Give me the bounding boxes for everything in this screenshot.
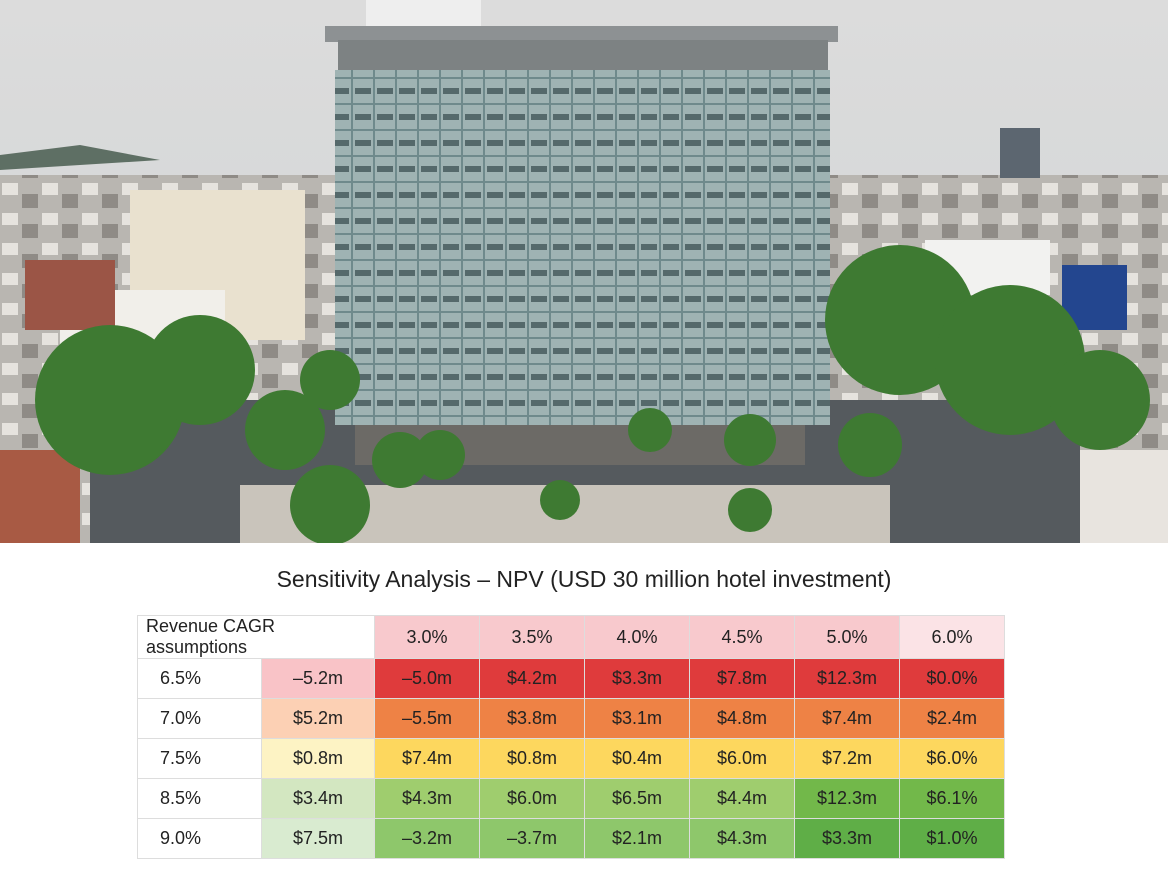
value-cell: $0.8m bbox=[261, 738, 375, 779]
data-row: 7.0% $5.2m –5.5m $3.8m $3.1m $4.8m $7.4m $2.4m bbox=[137, 698, 1005, 739]
value-cell: $7.2m bbox=[794, 738, 900, 779]
row-label: 6.5% bbox=[137, 658, 262, 699]
value-cell: $1.0% bbox=[899, 818, 1005, 859]
value-cell: $3.3m bbox=[584, 658, 690, 699]
value-cell: $3.8m bbox=[479, 698, 585, 739]
value-cell: $0.4m bbox=[584, 738, 690, 779]
data-row: 8.5% $3.4m $4.3m $6.0m $6.5m $4.4m $12.3m $6.1% bbox=[137, 778, 1005, 819]
header-label: Revenue CAGR assumptions bbox=[137, 615, 375, 659]
value-cell: $7.5m bbox=[261, 818, 375, 859]
value-cell: $3.3m bbox=[794, 818, 900, 859]
column-header: 4.0% bbox=[584, 615, 690, 659]
value-cell: $4.8m bbox=[689, 698, 795, 739]
table-title: Sensitivity Analysis – NPV (USD 30 milli… bbox=[276, 566, 892, 592]
value-cell: $6.1% bbox=[899, 778, 1005, 819]
value-cell: $2.4m bbox=[899, 698, 1005, 739]
value-cell: $7.8m bbox=[689, 658, 795, 699]
row-label: 7.5% bbox=[137, 738, 262, 779]
value-cell: –3.7m bbox=[479, 818, 585, 859]
value-cell: –5.2m bbox=[261, 658, 375, 699]
column-header: 4.5% bbox=[689, 615, 795, 659]
row-label: 7.0% bbox=[137, 698, 262, 739]
value-cell: $3.1m bbox=[584, 698, 690, 739]
value-cell: $0.0% bbox=[899, 658, 1005, 699]
hotel-photo bbox=[0, 0, 1168, 543]
value-cell: $4.4m bbox=[689, 778, 795, 819]
data-row: 7.5% $0.8m $7.4m $0.8m $0.4m $6.0m $7.2m $6.0% bbox=[137, 738, 1005, 779]
value-cell: –3.2m bbox=[374, 818, 480, 859]
value-cell: $6.0% bbox=[899, 738, 1005, 779]
value-cell: $4.3m bbox=[689, 818, 795, 859]
value-cell: $12.3m bbox=[794, 778, 900, 819]
row-label: 9.0% bbox=[137, 818, 262, 859]
sensitivity-table: Revenue CAGR assumptions 3.0% 3.5% 4.0% 4.5%… bbox=[137, 615, 1005, 859]
value-cell: $6.5m bbox=[584, 778, 690, 819]
value-cell: $4.3m bbox=[374, 778, 480, 819]
value-cell: $4.2m bbox=[479, 658, 585, 699]
value-cell: $7.4m bbox=[374, 738, 480, 779]
data-row: 6.5% –5.2m –5.0m $4.2m $3.3m $7.8m $12.3m $0.0% bbox=[137, 658, 1005, 699]
value-cell: $5.2m bbox=[261, 698, 375, 739]
data-row: 9.0% $7.5m –3.2m –3.7m $2.1m $4.3m $3.3m $1.0% bbox=[137, 818, 1005, 859]
value-cell: $6.0m bbox=[479, 778, 585, 819]
value-cell: $6.0m bbox=[689, 738, 795, 779]
column-header: 3.5% bbox=[479, 615, 585, 659]
header-row: Revenue CAGR assumptions 3.0% 3.5% 4.0% 4.5%… bbox=[137, 615, 1005, 659]
column-header: 6.0% bbox=[899, 615, 1005, 659]
row-label: 8.5% bbox=[137, 778, 262, 819]
value-cell: $0.8m bbox=[479, 738, 585, 779]
column-header: 5.0% bbox=[794, 615, 900, 659]
value-cell: $3.4m bbox=[261, 778, 375, 819]
value-cell: –5.5m bbox=[374, 698, 480, 739]
value-cell: $2.1m bbox=[584, 818, 690, 859]
value-cell: $7.4m bbox=[794, 698, 900, 739]
value-cell: –5.0m bbox=[374, 658, 480, 699]
column-header: 3.0% bbox=[374, 615, 480, 659]
value-cell: $12.3m bbox=[794, 658, 900, 699]
